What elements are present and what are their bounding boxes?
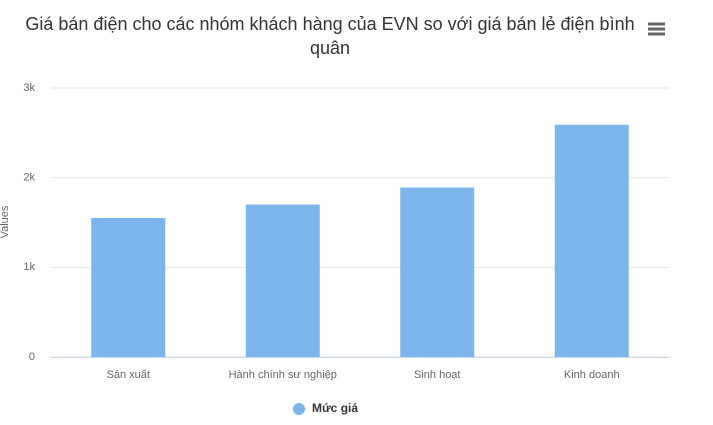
- bar[interactable]: [91, 218, 166, 357]
- y-axis-label: Values: [0, 205, 11, 238]
- x-tick-label: Sinh hoạt: [414, 369, 460, 381]
- y-tick-label: 3k: [23, 82, 35, 94]
- y-tick-label: 2k: [23, 172, 35, 184]
- bar[interactable]: [245, 204, 320, 357]
- legend-label[interactable]: Mức giá: [312, 401, 358, 415]
- y-tick-label: 1k: [23, 261, 35, 273]
- menu-icon[interactable]: [646, 20, 666, 40]
- y-tick-label: 0: [29, 351, 35, 363]
- bar[interactable]: [400, 187, 475, 357]
- x-tick-label: Hành chính sư nghiệp: [229, 369, 337, 381]
- x-tick-label: Kinh doanh: [564, 369, 620, 381]
- chart-title: Giá bán điện cho các nhóm khách hàng của…: [25, 14, 635, 58]
- legend-symbol[interactable]: [293, 403, 305, 415]
- x-tick-label: Sản xuất: [107, 369, 150, 381]
- bar[interactable]: [554, 124, 629, 357]
